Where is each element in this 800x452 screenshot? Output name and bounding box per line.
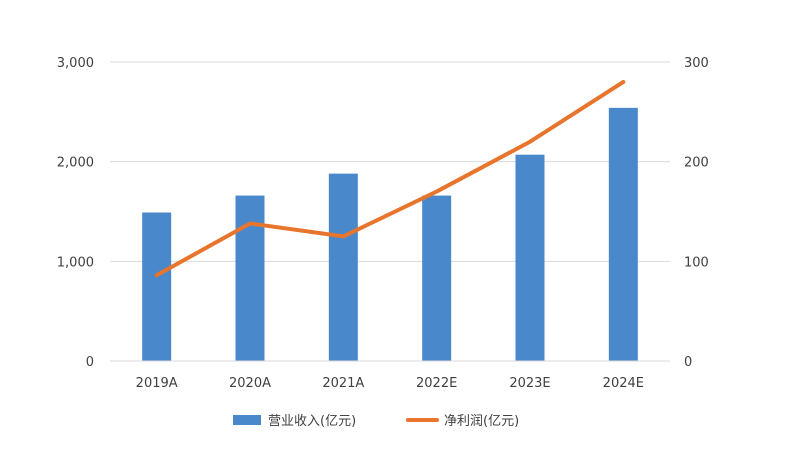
bar-2023E: [515, 154, 545, 361]
x-tick-label: 2019A: [136, 376, 178, 391]
line-point-2021A: [341, 234, 345, 238]
line-point-2022E: [435, 190, 439, 194]
bar-2021A: [328, 173, 358, 361]
left-y-tick-label: 0: [86, 355, 94, 370]
x-tick-label: 2024E: [603, 376, 644, 391]
legend: 营业收入(亿元) 净利润(亿元): [233, 414, 519, 429]
right-y-axis: 0 100 200 300: [684, 56, 709, 370]
bar-series: [142, 107, 638, 361]
line-point-2024E: [621, 80, 625, 84]
line-point-2019A: [155, 273, 159, 277]
x-tick-label: 2020A: [229, 376, 271, 391]
legend-line-label: 净利润(亿元): [444, 414, 519, 429]
left-y-tick-label: 1,000: [57, 255, 94, 270]
right-y-tick-label: 0: [684, 355, 692, 370]
bar-2022E: [422, 195, 452, 361]
left-y-tick-label: 3,000: [57, 56, 94, 71]
right-y-tick-label: 200: [684, 156, 709, 171]
x-tick-label: 2023E: [509, 376, 550, 391]
x-tick-label: 2022E: [416, 376, 457, 391]
left-y-axis: 0 1,000 2,000 3,000: [57, 56, 94, 370]
legend-bar-swatch: [233, 415, 261, 425]
net-profit-line: [154, 79, 626, 278]
legend-bar-label: 营业收入(亿元): [268, 414, 356, 429]
bar-2024E: [608, 107, 638, 361]
x-axis: 2019A 2020A 2021A 2022E 2023E 2024E: [110, 360, 670, 391]
line-point-2023E: [528, 140, 532, 144]
x-tick-label: 2021A: [322, 376, 364, 391]
right-y-tick-label: 100: [684, 255, 709, 270]
line-series: [154, 79, 626, 278]
bar-2020A: [235, 195, 265, 361]
left-y-tick-label: 2,000: [57, 156, 94, 171]
right-y-tick-label: 300: [684, 56, 709, 71]
bar-2019A: [142, 212, 172, 361]
line-point-2020A: [248, 221, 252, 225]
